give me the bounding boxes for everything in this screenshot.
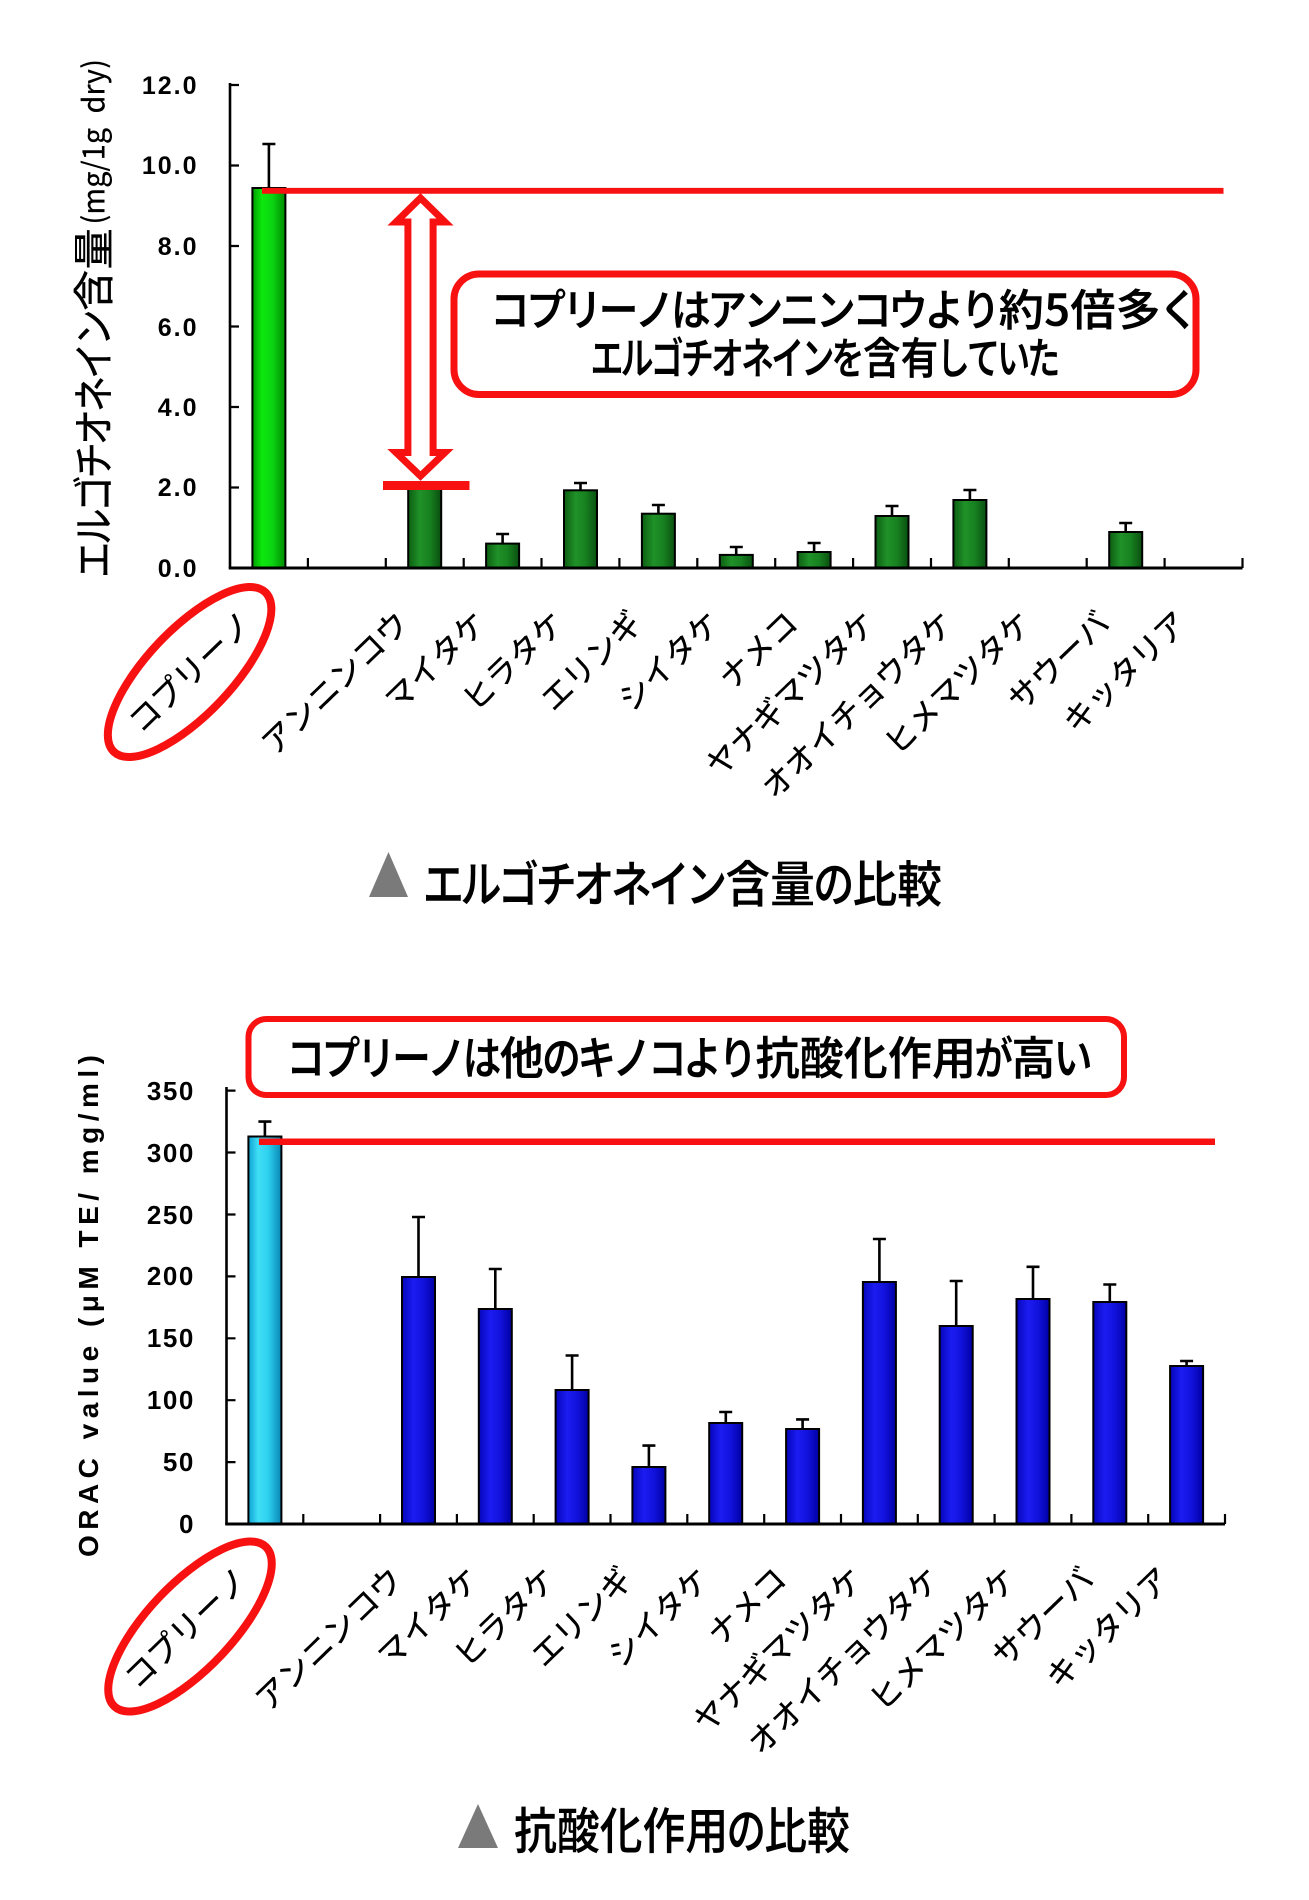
svg-text:0.0: 0.0 [158, 555, 199, 583]
svg-text:350: 350 [147, 1076, 195, 1106]
svg-text:12.0: 12.0 [142, 72, 199, 100]
svg-text:4.0: 4.0 [158, 394, 199, 422]
svg-text:0: 0 [179, 1509, 195, 1539]
svg-text:50: 50 [163, 1447, 195, 1477]
svg-text:100: 100 [147, 1385, 195, 1415]
svg-text:150: 150 [147, 1323, 195, 1353]
svg-text:2.0: 2.0 [158, 474, 199, 502]
svg-text:10.0: 10.0 [142, 152, 199, 180]
svg-text:300: 300 [147, 1138, 195, 1168]
svg-text:250: 250 [147, 1200, 195, 1230]
svg-text:8.0: 8.0 [158, 233, 199, 261]
svg-text:ORAC value (μM TE/ mg/ml): ORAC value (μM TE/ mg/ml) [73, 1055, 104, 1557]
svg-text:200: 200 [147, 1261, 195, 1291]
svg-text:6.0: 6.0 [158, 314, 199, 342]
